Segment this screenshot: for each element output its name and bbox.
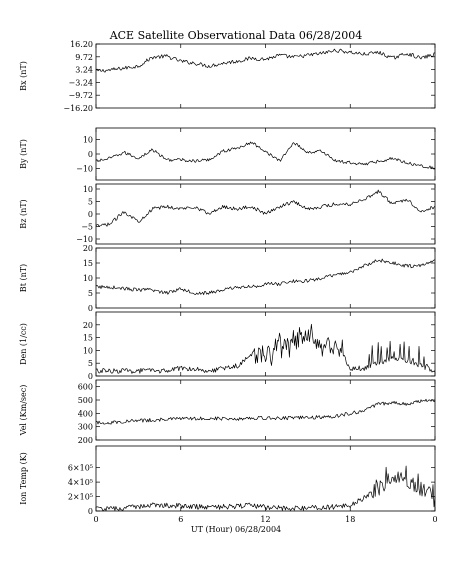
panel-2-ylabel: By (nT) [19,139,28,169]
panel-3-ytick-label: 0 [88,210,93,219]
panel-5-ytick-label: 15 [83,334,93,343]
panel-3-ytick-label: 5 [88,198,93,207]
panel-6-ytick-label: 500 [78,396,93,405]
panel-7-ytick-label: 4×10⁵ [68,478,93,487]
panel-3-ytick-label: 10 [83,185,93,194]
panel-1-ytick-label: −3.24 [68,78,93,87]
panel-7-ytick-label: 2×10⁵ [68,493,93,502]
x-tick-label: 18 [345,515,355,524]
x-tick-label: 0 [432,515,437,524]
panel-3: 10 5 0 −5 −10 Bz (nT) [19,183,436,245]
panel-5-ytick-label: 20 [83,321,93,330]
panel-3-ylabel: Bz (nT) [19,199,28,228]
panel-6-ytick-label: 600 [78,383,93,392]
panel-5: 20 15 10 5 0 Den (1/cc) [19,311,436,381]
panel-4: 20 15 10 5 0 Bt (nT) [19,244,436,313]
panel-1-ytick-label: −16.20 [63,104,93,113]
panel-2-series-line [95,141,436,170]
panel-2-ytick-label: 0 [88,150,93,159]
panel-1-ylabel: Bx (nT) [19,61,28,91]
panel-4-frame [95,247,436,309]
panel-2-ytick-label: 10 [83,136,93,145]
panel-1-series-line [95,48,436,73]
panel-1-ytick-label: 9.72 [75,53,93,62]
panel-4-series-line [95,258,436,296]
panel-1-ytick-label: −9.72 [68,91,93,100]
panel-3-ytick-label: −10 [76,235,93,244]
panel-3-series-line [95,189,436,227]
panel-4-ytick-label: 0 [88,304,93,313]
x-axis: 0 6 12 18 0 [93,515,437,524]
panel-4-ytick-label: 15 [83,259,93,268]
panel-4-ylabel: Bt (nT) [19,264,28,292]
panel-5-ytick-label: 0 [88,372,93,381]
panel-4-ytick-label: 5 [88,289,93,298]
x-tick-label: 12 [260,515,270,524]
panel-7-ylabel: Ion Temp (K) [19,452,28,505]
panel-6-ytick-label: 400 [78,409,93,418]
chart-title: ACE Satellite Observational Data 06/28/2… [109,29,363,42]
panel-5-ytick-label: 5 [88,359,93,368]
panel-1-ytick-label: 16.20 [70,40,93,49]
panel-7: 6×10⁵ 4×10⁵ 2×10⁵ 0 Ion Temp (K) [19,445,436,516]
panel-4-ytick-label: 10 [83,274,93,283]
x-tick-label: 6 [178,515,183,524]
panel-6-series-line [95,398,436,425]
panel-7-ytick-label: 0 [88,507,93,516]
panel-6-ylabel: Vel (Km/sec) [19,385,28,437]
panel-2-ytick-label: −10 [76,164,93,173]
panel-5-ylabel: Den (1/cc) [19,323,28,365]
panel-6-frame [95,379,436,441]
x-tick-label: 0 [93,515,98,524]
x-axis-label: UT (Hour) 06/28/2004 [191,525,281,534]
panel-1-ytick-label: 3.24 [75,66,93,75]
panel-6-ytick-label: 200 [78,436,93,445]
panel-1: 16.20 9.72 3.24 −3.24 −9.72 −16.20 Bx (nT) [19,40,436,113]
panel-6: 600 500 400 300 200 Vel (Km/sec) [19,379,436,445]
panel-5-frame [95,311,436,377]
panel-6-ytick-label: 300 [78,423,93,432]
panel-5-series-line [95,323,436,374]
panel-3-ytick-label: −5 [81,223,93,232]
panels-group: 16.20 9.72 3.24 −3.24 −9.72 −16.20 Bx (nT) 10 0 −… [19,40,436,516]
panel-7-ytick-label: 6×10⁵ [68,464,93,473]
panel-7-series-line [95,465,436,512]
panel-3-frame [95,183,436,245]
panel-7-frame [95,445,436,512]
panel-5-ytick-label: 10 [83,346,93,355]
panel-2: 10 0 −10 By (nT) [19,127,436,181]
panel-4-ytick-label: 20 [83,244,93,253]
